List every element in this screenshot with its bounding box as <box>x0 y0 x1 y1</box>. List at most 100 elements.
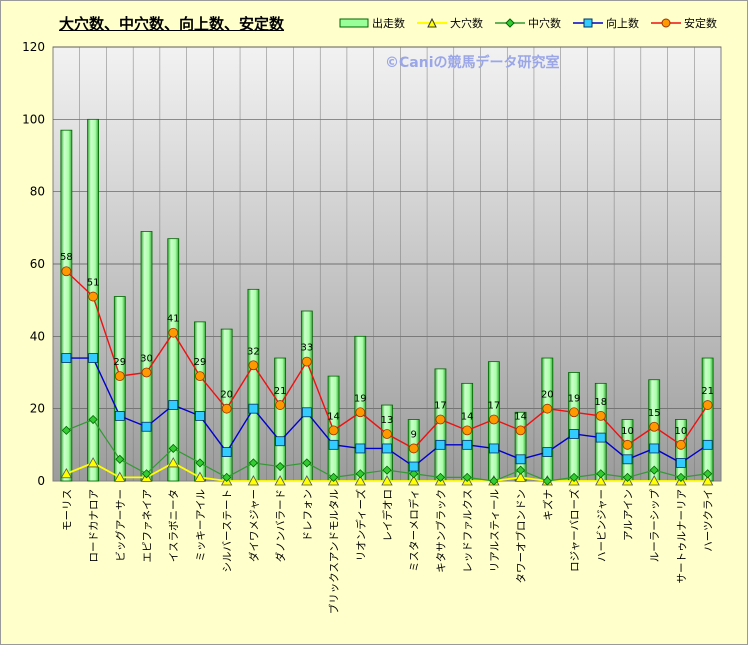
point-improve <box>141 421 152 432</box>
point-longshot <box>167 457 179 468</box>
point-midshot <box>435 472 446 482</box>
point-longshot <box>194 471 206 482</box>
x-tick-label: イスラボニータ <box>168 489 180 562</box>
data-label: 14 <box>327 411 340 422</box>
point-improve <box>61 353 72 363</box>
point-longshot <box>701 475 714 486</box>
bar <box>247 288 260 482</box>
point-improve <box>168 400 179 410</box>
x-tick-label: ドレフォン <box>302 489 314 542</box>
point-improve <box>515 454 526 465</box>
point-midshot <box>88 414 98 425</box>
data-label: 19 <box>354 393 367 404</box>
data-label: 58 <box>60 252 73 263</box>
point-midshot <box>622 472 633 482</box>
point-stable <box>569 407 579 418</box>
x-tick-label: キタサンブラック <box>434 489 447 573</box>
data-label: 51 <box>87 278 100 289</box>
point-longshot <box>514 471 527 482</box>
x-tick-label: サートゥルナーリア <box>676 489 688 584</box>
x-tick-label: レイデオロ <box>381 489 394 542</box>
point-stable <box>61 266 72 277</box>
data-label: 13 <box>381 415 394 426</box>
legend-item-midshot: 中穴数 <box>495 15 561 31</box>
x-tick-label: キズナ <box>541 489 554 521</box>
point-stable <box>328 425 339 436</box>
bar <box>541 357 554 482</box>
bar <box>300 310 313 482</box>
point-stable <box>595 410 606 421</box>
data-label: 30 <box>140 354 153 365</box>
point-improve <box>88 353 98 363</box>
point-midshot <box>569 472 579 482</box>
bar <box>60 129 73 482</box>
x-tick-label: ハーツクライ <box>703 489 715 552</box>
data-label: 9 <box>411 429 417 440</box>
point-improve <box>542 447 553 457</box>
point-improve <box>595 432 606 443</box>
point-improve <box>221 447 232 457</box>
legend-label: 出走数 <box>372 17 405 30</box>
data-label: 29 <box>194 357 207 368</box>
point-longshot <box>247 475 260 486</box>
point-improve <box>195 410 205 421</box>
legend-item-longshot: 大穴数 <box>417 15 483 31</box>
point-stable <box>221 403 232 414</box>
point-longshot <box>60 467 73 479</box>
bar <box>194 321 206 482</box>
data-label: 10 <box>621 426 634 437</box>
y-tick-label: 20 <box>30 402 45 416</box>
x-tick-label: ミスターメロディ <box>408 489 421 572</box>
legend-circle-icon <box>651 18 681 28</box>
point-longshot <box>354 475 366 486</box>
point-improve <box>328 439 339 450</box>
point-stable <box>275 400 286 410</box>
legend-label: 中穴数 <box>528 17 561 30</box>
bar <box>434 368 447 482</box>
data-label: 17 <box>434 401 447 412</box>
point-midshot <box>596 469 606 479</box>
x-tick-label: シルバーステート <box>222 489 234 572</box>
data-label: 20 <box>541 390 554 401</box>
point-midshot <box>382 465 392 475</box>
point-midshot <box>409 469 419 479</box>
bar <box>568 372 580 482</box>
point-midshot <box>489 476 499 486</box>
point-improve <box>275 436 286 447</box>
legend-label: 向上数 <box>606 17 639 30</box>
legend-item-starts: 出走数 <box>339 15 405 31</box>
legend-item-improve: 向上数 <box>573 15 639 31</box>
data-label: 14 <box>514 411 527 422</box>
point-improve <box>569 429 579 439</box>
point-midshot <box>462 472 472 482</box>
point-stable <box>168 327 179 338</box>
plot-area: 0 20 40 60 80 100 120 58 51 29 30 41 29 20 32 21 33 14 19 1… <box>22 40 722 614</box>
point-improve <box>114 410 125 421</box>
data-label: 33 <box>300 343 313 354</box>
point-stable <box>622 439 633 450</box>
legend-bar-swatch-icon <box>339 18 369 28</box>
y-tick-label: 60 <box>30 257 45 271</box>
data-label: 21 <box>701 386 714 397</box>
legend-triangle-icon <box>417 18 447 28</box>
point-stable <box>301 356 312 367</box>
data-label: 29 <box>113 357 126 368</box>
point-improve <box>301 407 312 418</box>
data-label: 20 <box>220 390 233 401</box>
point-stable <box>248 360 259 371</box>
data-label: 17 <box>488 401 501 412</box>
point-stable <box>141 367 152 378</box>
point-longshot <box>381 475 393 486</box>
point-stable <box>408 443 419 454</box>
data-label: 15 <box>648 408 661 419</box>
x-tick-label: ダノンバラード <box>274 489 287 562</box>
point-midshot <box>222 472 232 482</box>
point-stable <box>488 414 499 425</box>
legend-label: 安定数 <box>684 17 717 30</box>
legend-diamond-icon <box>495 18 525 28</box>
point-improve <box>355 443 366 454</box>
point-improve <box>676 458 686 468</box>
x-tick-label: エピファネイア <box>142 489 154 563</box>
point-stable <box>676 439 686 450</box>
